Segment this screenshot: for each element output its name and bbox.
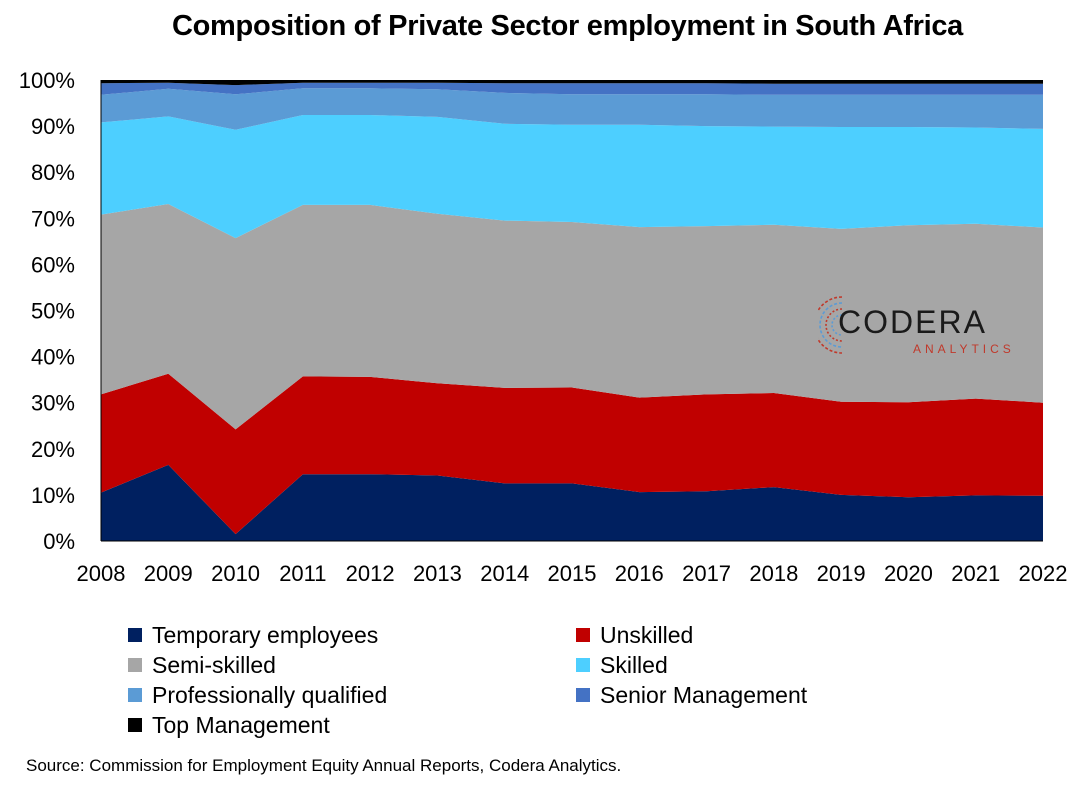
x-tick-label: 2011 <box>279 561 326 586</box>
area-semi-skilled <box>101 204 1043 430</box>
area-unskilled <box>101 373 1043 535</box>
y-tick-label: 10% <box>31 483 75 508</box>
legend-swatch <box>128 658 142 672</box>
y-tick-label: 20% <box>31 437 75 462</box>
logo-subtitle: ANALYTICS <box>913 342 1015 356</box>
legend-swatch <box>128 688 142 702</box>
x-tick-label: 2019 <box>817 561 866 586</box>
area-layers <box>101 80 1043 541</box>
x-tick-label: 2009 <box>144 561 193 586</box>
legend-label: Top Management <box>152 711 330 738</box>
y-tick-label: 70% <box>31 206 75 231</box>
legend-label: Senior Management <box>600 681 808 708</box>
y-tick-label: 30% <box>31 391 75 416</box>
x-axis: 2008 2009 2010 2011 2012 2013 2014 2015 2016 2017… <box>77 540 1068 586</box>
fingerprint-icon <box>818 296 843 354</box>
legend-swatch <box>128 628 142 642</box>
area-senior-management <box>101 82 1043 95</box>
codera-logo: CODERA ANALYTICS <box>818 290 1033 360</box>
x-tick-label: 2022 <box>1019 561 1068 586</box>
x-tick-label: 2014 <box>480 561 529 586</box>
x-tick-label: 2013 <box>413 561 462 586</box>
area-top-management <box>101 80 1043 86</box>
y-tick-label: 90% <box>31 114 75 139</box>
x-tick-label: 2010 <box>211 561 260 586</box>
source-note: Source: Commission for Employment Equity… <box>26 756 622 775</box>
x-tick-label: 2020 <box>884 561 933 586</box>
legend-item: Senior Management <box>576 680 807 710</box>
y-tick-label: 0% <box>43 529 75 554</box>
legend-swatch <box>576 628 590 642</box>
y-tick-label: 60% <box>31 252 75 277</box>
y-tick-label: 50% <box>31 299 75 324</box>
chart-plot: 0%10%20%30%40%50%60%70%80%90%100% 2008 20… <box>19 68 1068 586</box>
y-axis: 0% 10% 20% 30% 40% 50% 60% 70% 80% 90% 100% <box>19 68 102 554</box>
area-temporary-employees <box>101 464 1043 541</box>
y-tick-label: 100% <box>19 68 75 93</box>
legend-item: Professionally qualified <box>128 680 387 710</box>
legend-item: Top Management <box>128 710 330 740</box>
x-tick-label: 2018 <box>749 561 798 586</box>
area-professionally-qualified <box>101 88 1043 130</box>
legend-item: Temporary employees <box>128 620 378 650</box>
legend-label: Professionally qualified <box>152 681 388 708</box>
area-skilled <box>101 115 1043 239</box>
chart-title: Composition of Private Sector employment… <box>171 10 963 42</box>
legend-item: Semi-skilled <box>128 650 276 680</box>
legend-label: Unskilled <box>600 621 694 648</box>
x-tick-label: 2016 <box>615 561 664 586</box>
y-tick-label: 80% <box>31 160 75 185</box>
x-tick-label: 2017 <box>682 561 731 586</box>
x-tick-label: 2021 <box>951 561 1000 586</box>
legend-label: Skilled <box>600 651 668 678</box>
x-tick-label: 2008 <box>77 561 126 586</box>
legend-swatch <box>576 688 590 702</box>
x-tick-label: 2012 <box>346 561 395 586</box>
logo-wordmark: CODERA <box>838 304 987 340</box>
legend-swatch <box>576 658 590 672</box>
legend-item: Unskilled <box>576 620 693 650</box>
legend-swatch <box>128 718 142 732</box>
x-tick-label: 2015 <box>548 561 597 586</box>
legend-item: Skilled <box>576 650 668 680</box>
legend-label: Temporary employees <box>152 621 379 648</box>
y-tick-label: 40% <box>31 345 75 370</box>
legend-label: Semi-skilled <box>152 651 276 678</box>
